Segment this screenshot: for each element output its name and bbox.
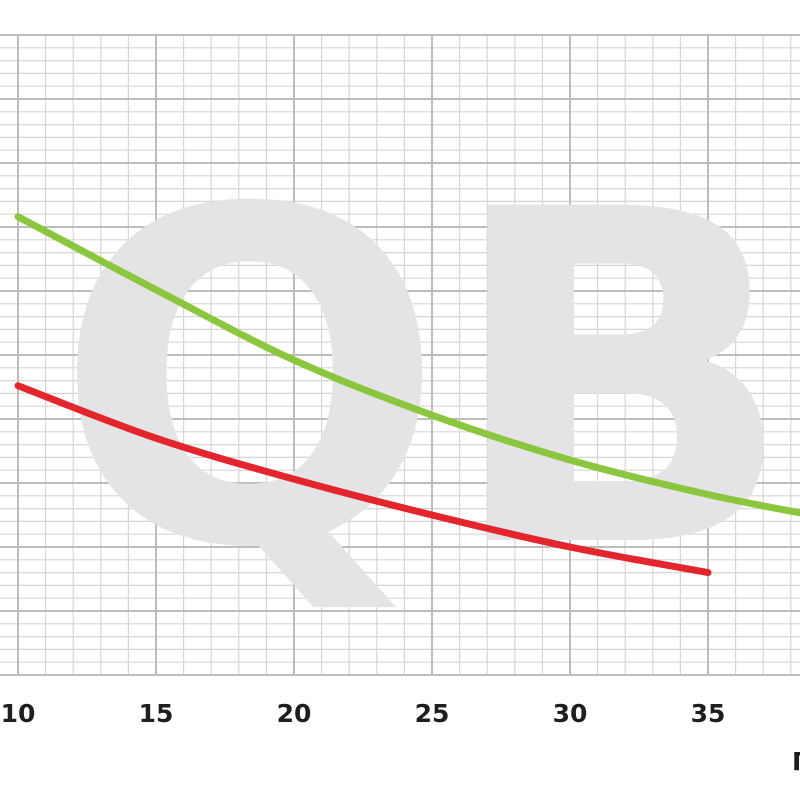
series-line-2: [14, 382, 712, 577]
x-tick-label: 25: [415, 699, 450, 728]
x-tick-label: 20: [277, 699, 312, 728]
x-tick-label: 30: [553, 699, 588, 728]
grid-major: [0, 34, 800, 676]
x-axis-ticks: 10 15 20 25 30 35: [1, 699, 726, 728]
x-tick-label: 10: [1, 699, 36, 728]
series-line-1: [14, 213, 800, 517]
x-tick-label: 35: [691, 699, 726, 728]
watermark-text: QB: [54, 114, 796, 649]
series-layer: [14, 213, 800, 577]
corner-mark: Γ: [792, 747, 800, 776]
x-tick-label: 15: [139, 699, 174, 728]
